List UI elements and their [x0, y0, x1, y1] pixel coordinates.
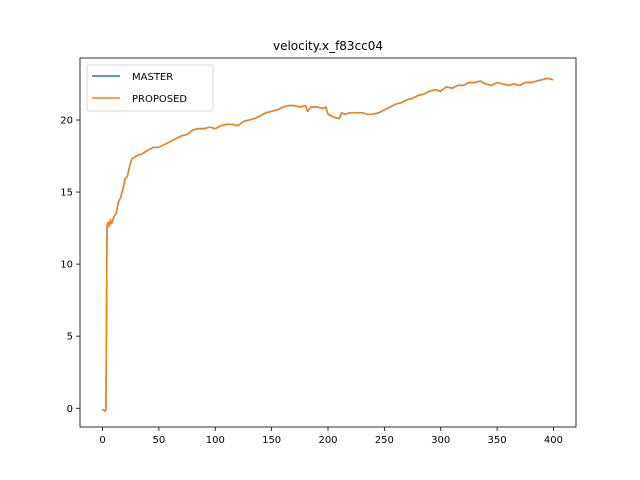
legend: MASTER PROPOSED [86, 64, 214, 112]
x-tick-label: 0 [99, 435, 105, 446]
x-tick-label: 150 [262, 435, 281, 446]
series-line-proposed [101, 77, 554, 412]
legend-label-master: MASTER [132, 72, 173, 83]
series-line-master [101, 77, 554, 412]
chart-title: velocity.x_f83cc04 [273, 39, 383, 53]
series-layer [101, 77, 554, 412]
x-tick-label: 400 [544, 435, 563, 446]
x-tick-label: 250 [375, 435, 394, 446]
legend-label-proposed: PROPOSED [132, 94, 187, 105]
y-tick-label: 15 [60, 188, 73, 199]
x-axis: 0 50 100 150 200 250 300 350 400 [99, 427, 563, 446]
x-tick-label: 100 [206, 435, 225, 446]
y-axis: 0 5 10 15 20 [60, 115, 80, 415]
x-tick-label: 350 [488, 435, 507, 446]
x-tick-label: 200 [318, 435, 337, 446]
x-tick-label: 50 [153, 435, 166, 446]
y-tick-label: 20 [60, 115, 73, 126]
y-tick-label: 10 [60, 260, 73, 271]
x-tick-label: 300 [431, 435, 450, 446]
y-tick-label: 0 [67, 404, 73, 415]
y-tick-label: 5 [67, 332, 73, 343]
